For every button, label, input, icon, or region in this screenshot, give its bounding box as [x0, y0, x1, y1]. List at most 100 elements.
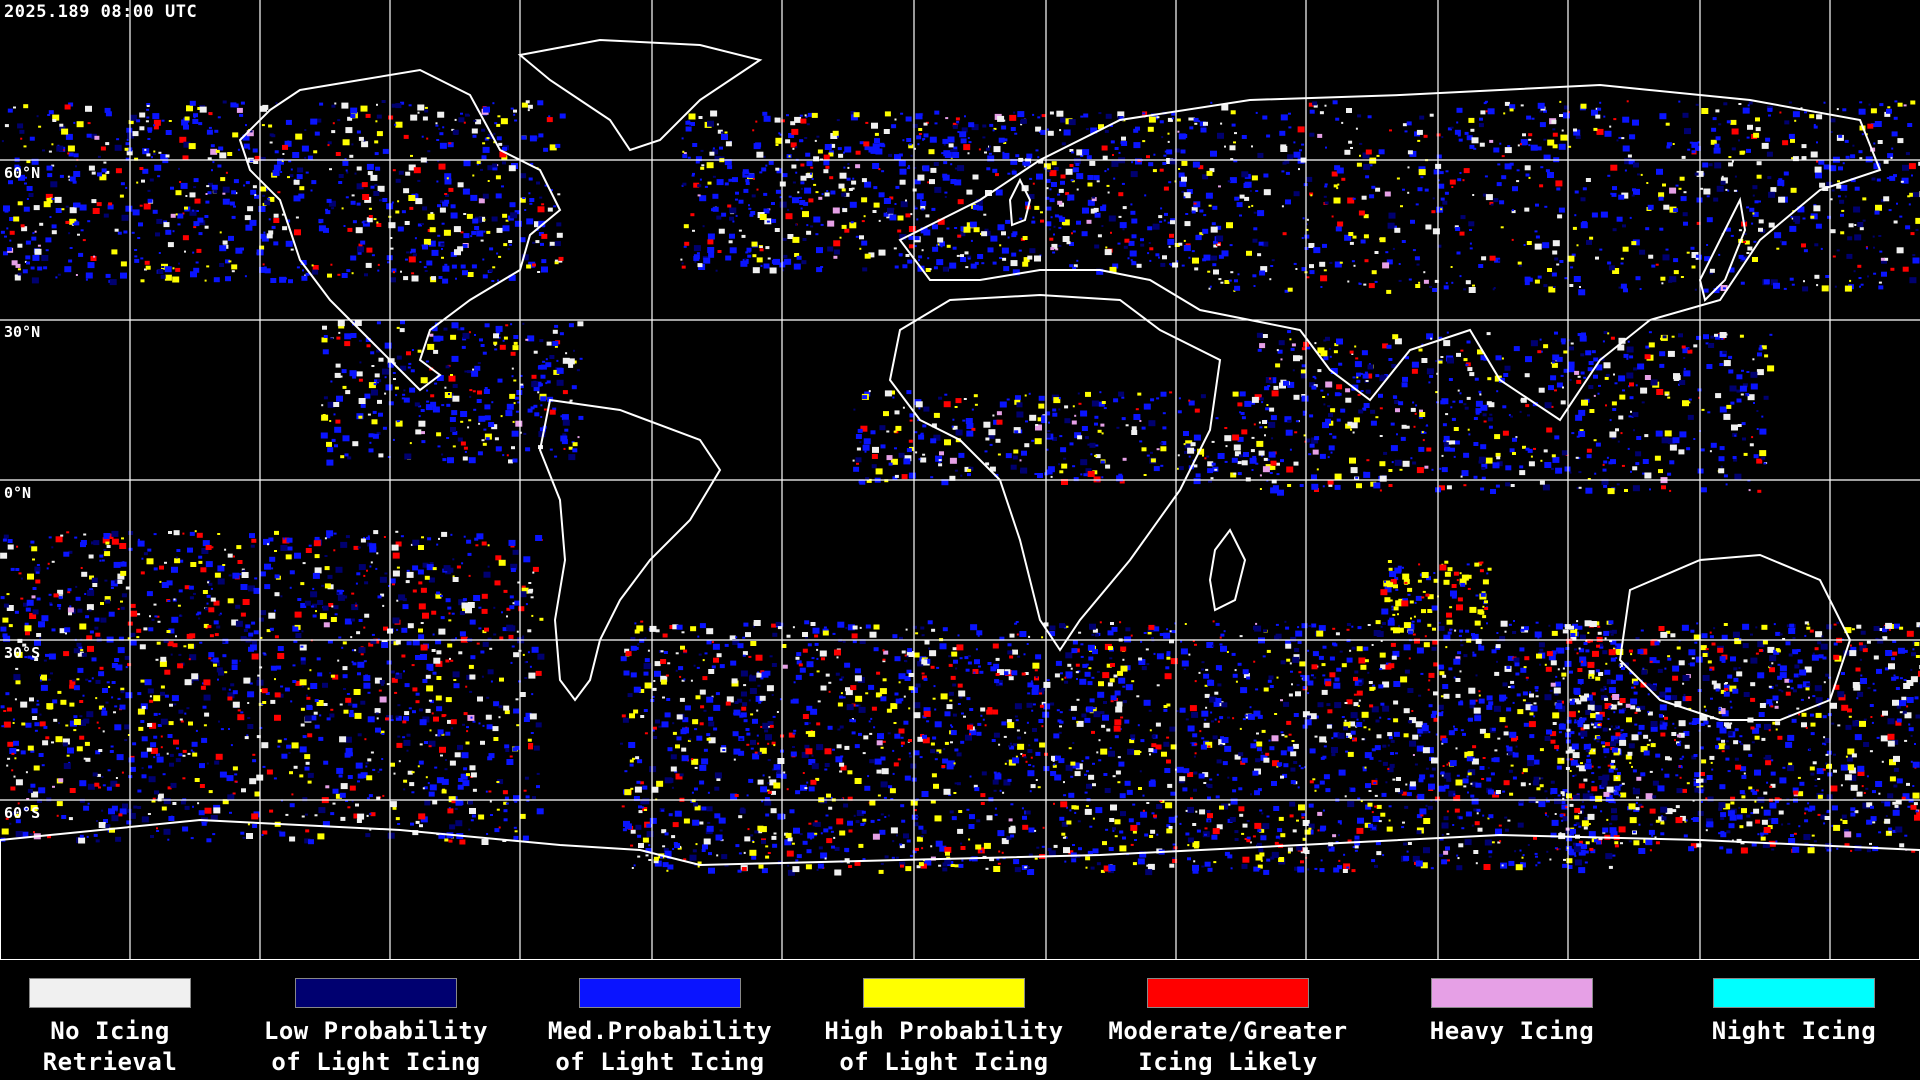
- icing-pixel: [235, 247, 243, 254]
- icing-pixel: [892, 476, 898, 481]
- icing-pixel: [1358, 409, 1364, 414]
- icing-pixel: [981, 231, 988, 237]
- icing-pixel: [244, 275, 247, 278]
- icing-pixel: [1313, 247, 1321, 254]
- icing-pixel: [1562, 386, 1564, 389]
- icing-pixel: [1230, 271, 1234, 274]
- icing-pixel: [82, 239, 86, 242]
- icing-pixel: [55, 536, 63, 543]
- icing-pixel: [233, 103, 239, 108]
- icing-pixel: [162, 158, 169, 164]
- icing-pixel: [1418, 281, 1421, 284]
- icing-pixel: [1032, 182, 1035, 185]
- icing-pixel: [687, 156, 691, 159]
- icing-pixel: [124, 147, 129, 151]
- icing-pixel: [863, 215, 866, 218]
- icing-pixel: [1598, 384, 1601, 387]
- icing-pixel: [26, 160, 31, 164]
- icing-pixel: [224, 671, 228, 674]
- icing-pixel: [333, 605, 339, 610]
- icing-pixel: [1299, 484, 1304, 487]
- icing-pixel: [365, 762, 369, 765]
- icing-pixel: [782, 237, 787, 241]
- icing-pixel: [1528, 461, 1535, 467]
- icing-pixel: [254, 577, 258, 580]
- icing-pixel: [319, 102, 324, 106]
- icing-pixel: [1216, 235, 1224, 242]
- icing-pixel: [1203, 121, 1208, 126]
- icing-pixel: [1486, 332, 1491, 336]
- icing-pixel: [362, 194, 370, 200]
- icing-pixel: [440, 616, 445, 620]
- icing-pixel: [1171, 112, 1176, 116]
- icing-pixel: [1169, 233, 1174, 238]
- icing-pixel: [1618, 415, 1624, 420]
- icing-pixel: [1571, 253, 1576, 257]
- icing-pixel: [157, 175, 161, 178]
- icing-pixel: [748, 173, 755, 179]
- icing-pixel: [1311, 437, 1319, 444]
- icing-pixel: [1455, 227, 1461, 231]
- icing-pixel: [115, 777, 118, 779]
- icing-pixel: [992, 414, 995, 417]
- icing-pixel: [987, 247, 994, 253]
- icing-pixel: [894, 447, 897, 450]
- icing-pixel: [1049, 228, 1052, 231]
- icing-pixel: [1457, 178, 1462, 182]
- icing-pixel: [944, 196, 947, 198]
- icing-pixel: [800, 175, 807, 181]
- icing-pixel: [1221, 250, 1229, 257]
- icing-pixel: [1124, 238, 1130, 243]
- icing-pixel: [682, 154, 688, 159]
- icing-pixel: [75, 165, 77, 168]
- icing-pixel: [1195, 235, 1202, 241]
- icing-pixel: [485, 437, 490, 441]
- icing-pixel: [1357, 114, 1362, 118]
- icing-pixel: [30, 783, 36, 788]
- icing-pixel: [481, 155, 487, 160]
- icing-pixel: [1747, 394, 1755, 401]
- icing-pixel: [363, 675, 371, 682]
- icing-pixel: [1412, 461, 1417, 465]
- icing-pixel: [242, 599, 250, 605]
- icing-pixel: [1656, 389, 1664, 395]
- icing-pixel: [38, 621, 45, 628]
- icing-pixel: [282, 144, 288, 150]
- icing-pixel: [860, 425, 868, 432]
- icing-pixel: [1374, 251, 1379, 254]
- icing-pixel: [1659, 113, 1667, 120]
- icing-pixel: [1603, 331, 1608, 334]
- icing-pixel: [347, 806, 351, 809]
- icing-pixel: [763, 115, 771, 122]
- icing-pixel: [1379, 435, 1383, 437]
- icing-pixel: [1556, 187, 1561, 191]
- icing-pixel: [193, 116, 196, 119]
- icing-pixel: [449, 417, 456, 422]
- icing-pixel: [957, 131, 960, 133]
- icing-pixel: [313, 150, 318, 154]
- icing-pixel: [1052, 437, 1057, 441]
- icing-pixel: [1211, 222, 1216, 226]
- icing-pixel: [1330, 451, 1333, 454]
- icing-pixel: [1121, 417, 1126, 421]
- icing-pixel: [759, 248, 764, 252]
- icing-pixel: [411, 349, 414, 351]
- icing-pixel: [1827, 215, 1831, 219]
- icing-pixel: [1448, 378, 1453, 381]
- icing-pixel: [1320, 389, 1324, 392]
- icing-pixel: [470, 235, 473, 238]
- icing-pixel: [515, 410, 519, 413]
- icing-pixel: [1847, 236, 1853, 241]
- icing-pixel: [519, 431, 522, 434]
- icing-pixel: [1111, 160, 1119, 167]
- icing-pixel: [0, 230, 5, 234]
- icing-pixel: [759, 171, 763, 174]
- icing-pixel: [69, 679, 76, 685]
- icing-pixel: [1098, 401, 1105, 407]
- icing-pixel: [753, 143, 761, 150]
- icing-pixel: [871, 122, 878, 129]
- icing-pixel: [229, 811, 232, 814]
- icing-pixel: [357, 733, 362, 737]
- icing-pixel: [1585, 178, 1591, 182]
- icing-pixel: [1140, 243, 1145, 247]
